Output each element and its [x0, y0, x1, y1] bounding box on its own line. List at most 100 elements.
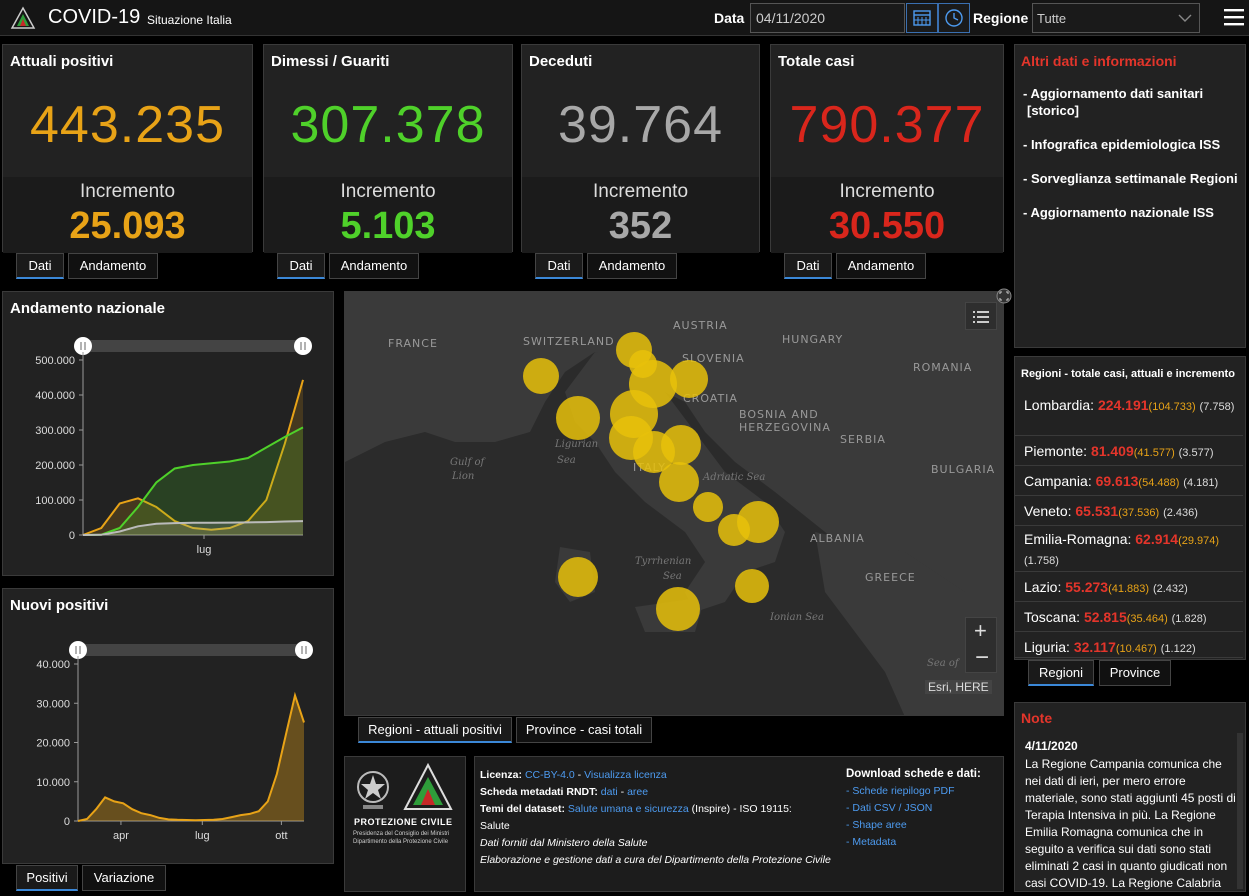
region-row[interactable]: Campania: 69.613(54.488) (4.181) — [1015, 466, 1243, 496]
download-metadata-link[interactable]: - Metadata — [846, 836, 897, 848]
region-bubble[interactable] — [659, 462, 699, 502]
region-bubble[interactable] — [558, 557, 598, 597]
region-total: 32.117 — [1073, 639, 1116, 655]
download-pdf-link[interactable]: - Schede riepilogo PDF — [846, 785, 955, 797]
andamento-nazionale-panel: Andamento nazionale 0 100.000 200.000 300.0… — [2, 291, 334, 576]
download-csv-link[interactable]: - Dati CSV / JSON — [846, 802, 933, 814]
stat-card: Attuali positivi 443.235 Incremento 25.0… — [2, 44, 253, 253]
region-bubble[interactable] — [556, 396, 600, 440]
tab-province[interactable]: Province — [1099, 660, 1171, 686]
link-infografica-iss[interactable]: - Infografica epidemiologica ISS — [1023, 137, 1221, 152]
tab-positivi[interactable]: Positivi — [16, 865, 78, 891]
region-row[interactable]: Lazio: 55.273(41.883) (2.432) — [1015, 572, 1243, 602]
region-row[interactable]: Liguria: 32.117(10.467) (1.122) — [1015, 632, 1243, 658]
region-row[interactable]: Toscana: 52.815(35.464) (1.828) — [1015, 602, 1243, 632]
stat-card: Deceduti 39.764 Incremento 352 — [521, 44, 760, 253]
range-slider-handle[interactable] — [294, 337, 312, 355]
region-bubble[interactable] — [633, 431, 675, 473]
nuovi-positivi-panel: Nuovi positivi 0 10.000 20.000 30.000 40.000… — [2, 588, 334, 864]
region-bubble[interactable] — [693, 492, 723, 522]
y-tick-label: 40.000 — [36, 659, 70, 671]
nuovi-positivi-chart[interactable]: 0 10.000 20.000 30.000 40.000 apr lug ott — [3, 629, 333, 861]
andamento-nazionale-chart[interactable]: 0 100.000 200.000 300.000 400.000 500.000 lug — [3, 332, 333, 572]
tab-regioni[interactable]: Regioni — [1028, 660, 1094, 686]
stat-card-inc-value: 5.103 — [340, 205, 436, 247]
region-row[interactable]: Veneto: 65.531(37.536) (2.436) — [1015, 496, 1243, 526]
tab-dati[interactable]: Dati — [535, 253, 583, 279]
stat-card-increment-area: Incremento 352 — [522, 177, 759, 253]
tab-andamento[interactable]: Andamento — [329, 253, 419, 279]
map-sea-label: Gulf of — [450, 457, 487, 468]
range-slider-track[interactable] — [78, 644, 304, 656]
region-row[interactable]: Piemonte: 81.409(41.577) (3.577) — [1015, 436, 1243, 466]
app-subtitle: Situazione Italia — [147, 13, 232, 27]
stat-card-value: 443.235 — [30, 96, 225, 154]
region-bubble[interactable] — [670, 360, 708, 398]
layer-list-button[interactable] — [965, 302, 997, 330]
map-view[interactable]: FRANCE SWITZERLANDAUSTRIAHUNGARYSLOVENIAC… — [345, 292, 1004, 716]
tab-variazione[interactable]: Variazione — [82, 865, 166, 891]
protezione-civile-icon — [403, 763, 453, 810]
region-attuali: (41.577) — [1133, 447, 1175, 459]
tab-dati[interactable]: Dati — [277, 253, 325, 279]
region-bubble[interactable] — [523, 358, 559, 394]
date-input[interactable]: 04/11/2020 — [750, 3, 905, 33]
stat-card-increment-area: Incremento 5.103 — [264, 177, 512, 253]
temi-value-link[interactable]: Salute umana e sicurezza — [567, 803, 689, 815]
download-title: Download schede e dati: — [846, 768, 981, 780]
map-attribution[interactable]: Esri, HERE — [925, 680, 992, 694]
range-slider-handle[interactable] — [295, 641, 313, 659]
download-shape-link[interactable]: - Shape aree — [846, 819, 907, 831]
stat-card: Dimessi / Guariti 307.378 Incremento 5.1… — [263, 44, 513, 253]
map-sea-label: Lion — [451, 471, 474, 482]
hamburger-menu-icon[interactable] — [1224, 8, 1244, 26]
scheda-dati-link[interactable]: dati — [600, 786, 618, 798]
tab-regioni-attuali-positivi[interactable]: Regioni - attuali positivi — [358, 717, 512, 743]
tab-andamento[interactable]: Andamento — [587, 253, 677, 279]
region-incremento: (3.577) — [1178, 447, 1214, 459]
region-bubble[interactable] — [656, 587, 700, 631]
region-incremento: (7.758) — [1199, 401, 1235, 413]
tab-andamento[interactable]: Andamento — [836, 253, 926, 279]
list-icon — [973, 311, 989, 323]
calendar-button[interactable] — [906, 3, 938, 33]
link-aggiornamento-sanitari[interactable]: - Aggiornamento dati sanitari — [1023, 86, 1204, 101]
range-slider-track[interactable] — [83, 340, 303, 352]
region-bubble[interactable] — [735, 569, 769, 603]
stat-card-value: 790.377 — [789, 96, 985, 154]
region-incremento: (2.432) — [1152, 583, 1188, 595]
tab-dati[interactable]: Dati — [784, 253, 832, 279]
tab-dati[interactable]: Dati — [16, 253, 64, 279]
elaborazione-text: Elaborazione e gestione dati a cura del … — [480, 854, 831, 866]
stat-card-title: Dimessi / Guariti — [271, 53, 390, 70]
land-balkans — [815, 532, 1003, 715]
zoom-in-button[interactable]: + — [974, 618, 987, 643]
region-attuali: (54.488) — [1138, 477, 1180, 489]
range-slider-handle[interactable] — [69, 641, 87, 659]
fullscreen-icon[interactable] — [995, 287, 1013, 305]
stat-card-increment-area: Incremento 25.093 — [3, 177, 252, 253]
link-storico[interactable]: [storico] — [1027, 103, 1079, 118]
tab-andamento[interactable]: Andamento — [68, 253, 158, 279]
time-button[interactable] — [938, 3, 970, 33]
scheda-aree-link[interactable]: aree — [627, 786, 649, 798]
region-select[interactable]: Tutte — [1032, 3, 1200, 33]
nuovi-positivi-title: Nuovi positivi — [10, 597, 109, 614]
visualizza-licenza-link[interactable]: Visualizza licenza — [584, 769, 667, 781]
licenza-value-link[interactable]: CC-BY-4.0 — [524, 769, 575, 781]
region-row[interactable]: Lombardia: 224.191(104.733) (7.758) — [1015, 392, 1243, 436]
region-row[interactable]: Emilia-Romagna: 62.914(29.974) (1.758) — [1015, 526, 1243, 572]
zoom-out-button[interactable]: − — [975, 644, 990, 671]
logo-panel: PROTEZIONE CIVILE Presidenza del Consigl… — [344, 756, 466, 892]
map-panel[interactable]: FRANCE SWITZERLAND AUSTRIA HUNGARY SLOVENIA C… — [344, 291, 1004, 716]
region-bubble[interactable] — [737, 501, 779, 543]
logo-org: PROTEZIONE CIVILE — [354, 817, 453, 827]
link-sorveglianza-regioni[interactable]: - Sorveglianza settimanale Regioni — [1023, 171, 1238, 186]
clock-icon — [945, 9, 963, 27]
series-line — [82, 520, 304, 536]
range-slider-handle[interactable] — [74, 337, 92, 355]
link-aggiornamento-iss[interactable]: - Aggiornamento nazionale ISS — [1023, 205, 1214, 220]
tab-province-casi-totali[interactable]: Province - casi totali — [516, 717, 652, 743]
note-scrollbar[interactable] — [1237, 733, 1243, 889]
stat-card-value: 307.378 — [290, 96, 486, 154]
